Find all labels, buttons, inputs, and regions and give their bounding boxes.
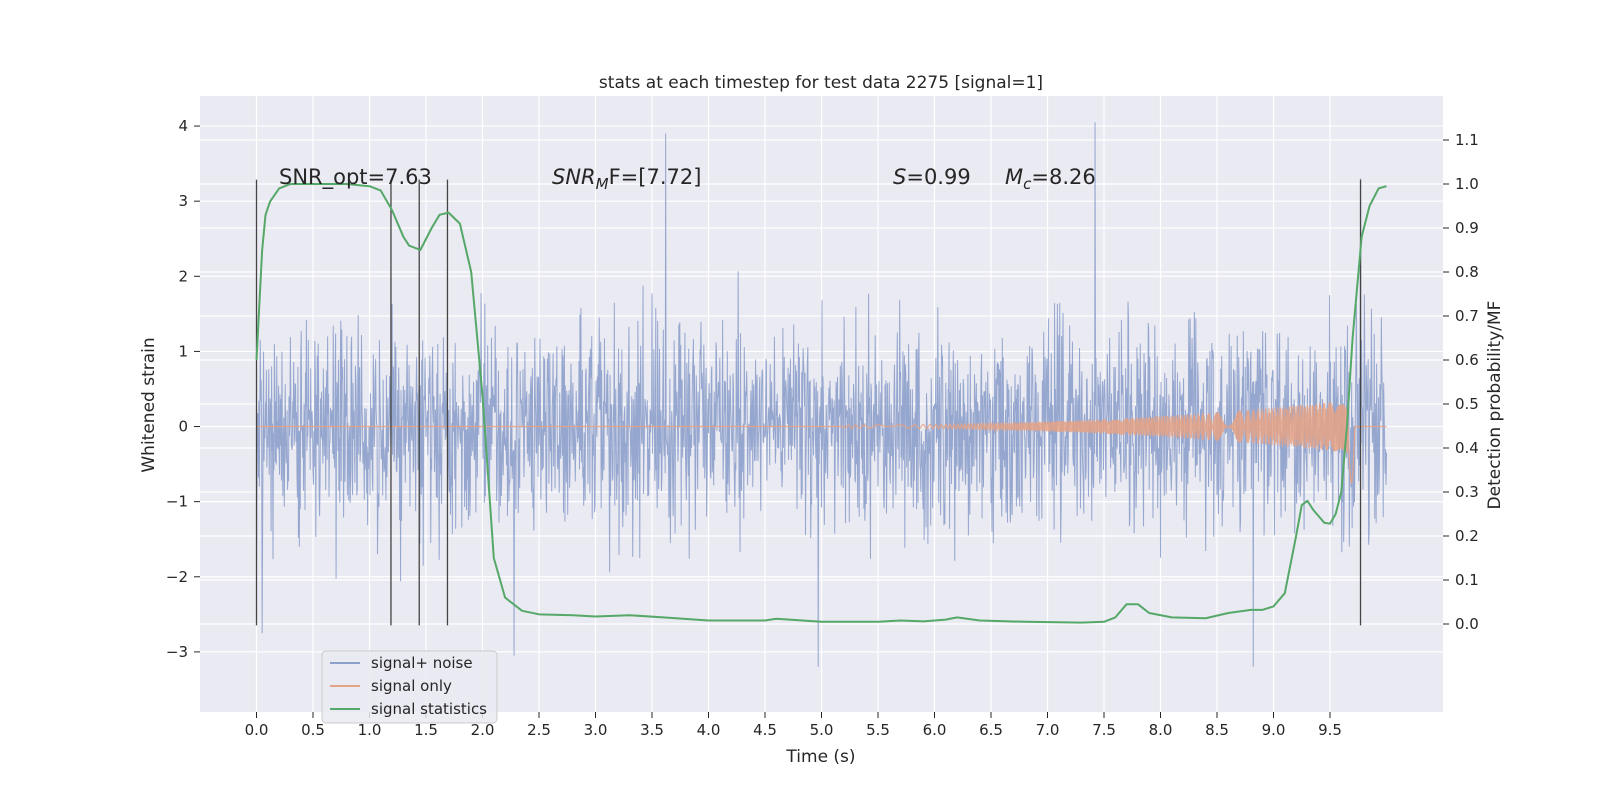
y-left-tick-label: −2: [166, 568, 188, 586]
x-tick-label: 5.0: [810, 721, 834, 739]
y-right-tick-label: 0.4: [1455, 439, 1479, 457]
annotation-snr-mf-subscript: M: [596, 175, 609, 193]
legend-label-signal: signal only: [371, 677, 452, 695]
x-tick-label: 3.0: [584, 721, 608, 739]
y-right-tick-label: 0.1: [1455, 571, 1479, 589]
y-left-tick-label: 4: [178, 117, 188, 135]
x-axis-label: Time (s): [785, 747, 855, 767]
x-tick-label: 8.0: [1149, 721, 1173, 739]
x-tick-label: 4.0: [697, 721, 721, 739]
y-right-tick-label: 1.1: [1455, 131, 1479, 149]
annotation-snr-opt: SNR_opt=7.63: [279, 165, 432, 190]
x-tick-label: 2.0: [471, 721, 495, 739]
x-tick-label: 1.5: [414, 721, 438, 739]
x-tick-label: 0.0: [245, 721, 269, 739]
y-right-axis-ticks: 0.0 0.1 0.2 0.3 0.4 0.5 0.6 0.7 0.8 0.9 1.0 1.1: [1443, 131, 1479, 633]
y-right-tick-label: 0.0: [1455, 615, 1479, 633]
annotation-snr-mf: SNRMF=[7.72]: [552, 165, 701, 193]
statistics-trace: [255, 183, 1387, 624]
y-right-tick-label: 0.8: [1455, 263, 1479, 281]
x-tick-label: 7.5: [1092, 721, 1116, 739]
x-tick-label: 6.5: [979, 721, 1003, 739]
y-left-tick-label: 0: [178, 418, 188, 436]
y-left-tick-label: 3: [178, 192, 188, 210]
x-tick-label: 3.5: [640, 721, 664, 739]
x-tick-label: 9.0: [1262, 721, 1286, 739]
annotation-mc: Mc=8.26: [1005, 165, 1096, 193]
y-left-tick-label: 1: [178, 342, 188, 360]
x-tick-label: 9.5: [1318, 721, 1342, 739]
y-right-tick-label: 0.3: [1455, 483, 1479, 501]
legend: signal+ noise signal only signal statist…: [321, 650, 498, 724]
legend-box: [321, 650, 498, 724]
y-left-tick-label: −3: [166, 643, 188, 661]
y-right-tick-label: 0.7: [1455, 307, 1479, 325]
chart-title: stats at each timestep for test data 227…: [599, 73, 1043, 93]
signal-trace: [256, 402, 1387, 485]
x-tick-label: 1.0: [358, 721, 382, 739]
x-tick-label: 8.5: [1205, 721, 1229, 739]
noise-series: [256, 122, 1387, 667]
y-right-tick-label: 0.6: [1455, 351, 1479, 369]
annotation-snr-mf-symbol: SNR: [552, 165, 596, 189]
y-right-tick-label: 0.5: [1455, 395, 1479, 413]
x-tick-label: 4.5: [753, 721, 777, 739]
x-tick-label: 7.0: [1036, 721, 1060, 739]
y-left-tick-label: −1: [166, 493, 188, 511]
annotation-snr-mf-rest: F=[7.72]: [609, 165, 702, 189]
y-right-axis-label: Detection probability/MF: [1485, 301, 1505, 510]
y-right-tick-label: 0.2: [1455, 527, 1479, 545]
signal-series: [256, 402, 1387, 485]
legend-label-noise: signal+ noise: [371, 654, 473, 672]
annotation-s-value: =0.99: [906, 165, 970, 189]
annotation-s-symbol: S: [893, 165, 906, 189]
x-axis-ticks: 0.0 0.5 1.0 1.5 2.0 2.5 3.0 3.5 4.0 4.5 5.0 5.5 6.0 6…: [245, 712, 1342, 739]
y-right-tick-label: 1.0: [1455, 175, 1479, 193]
y-right-tick-label: 0.9: [1455, 219, 1479, 237]
y-left-tick-label: 2: [178, 267, 188, 285]
y-left-axis-ticks: −3 −2 −1 0 1 2 3 4: [166, 117, 200, 661]
x-tick-label: 2.5: [527, 721, 551, 739]
annotation-mc-symbol: M: [1005, 165, 1023, 189]
annotation-mc-value: =8.26: [1031, 165, 1095, 189]
annotation-mc-subscript: c: [1023, 175, 1032, 193]
noise-trace: [256, 122, 1387, 667]
legend-label-statistics: signal statistics: [371, 700, 487, 718]
x-tick-label: 5.5: [866, 721, 890, 739]
annotation-s: S=0.99: [893, 165, 971, 189]
statistics-series: [255, 183, 1387, 624]
x-tick-label: 0.5: [301, 721, 325, 739]
y-left-axis-label: Whitened strain: [139, 337, 159, 472]
x-tick-label: 6.0: [923, 721, 947, 739]
